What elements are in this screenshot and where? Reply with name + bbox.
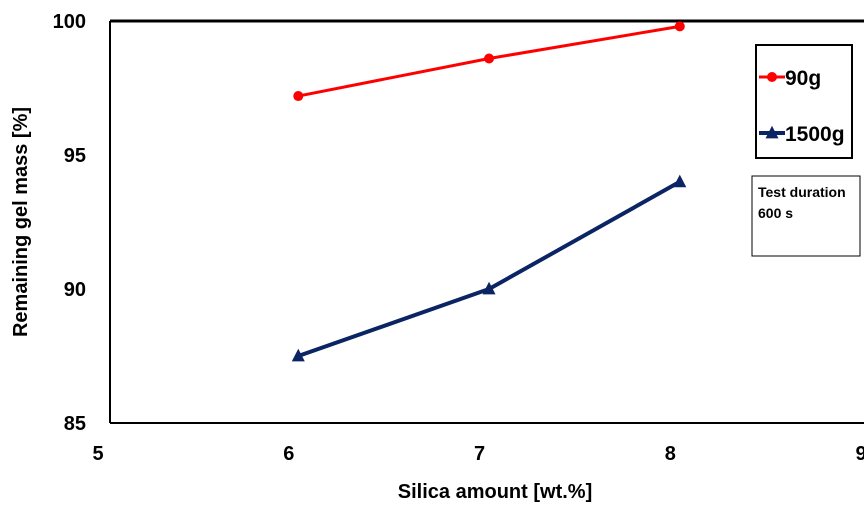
x-tick-label: 5 xyxy=(92,443,103,465)
y-tick-label: 95 xyxy=(64,145,86,167)
legend-marker xyxy=(765,125,779,139)
series-90g xyxy=(293,21,685,102)
x-axis-title: Silica amount [wt.%] xyxy=(398,481,592,503)
x-tick-label: 8 xyxy=(665,443,676,465)
data-point xyxy=(484,53,495,64)
note-line-1: Test duration xyxy=(758,184,846,200)
data-point xyxy=(674,21,685,32)
data-point xyxy=(673,174,687,188)
data-point xyxy=(291,348,305,362)
legend-box xyxy=(755,44,853,159)
y-tick-label: 100 xyxy=(53,11,86,33)
y-tick-label: 85 xyxy=(64,413,86,435)
legend-item: 1500g xyxy=(759,123,845,146)
data-point xyxy=(293,91,304,102)
legend-label: 90g xyxy=(785,67,821,90)
data-point xyxy=(482,281,496,295)
y-tick-labels: 85 90 95 100 xyxy=(53,11,86,435)
note-line-2: 600 s xyxy=(758,205,793,221)
y-axis-title: Remaining gel mass [%] xyxy=(10,107,32,337)
y-tick-label: 90 xyxy=(64,279,86,301)
plot-area xyxy=(109,19,864,424)
x-tick-label: 9 xyxy=(855,443,864,465)
x-tick-label: 6 xyxy=(283,443,294,465)
series-layer xyxy=(291,21,687,362)
series-line xyxy=(297,180,681,358)
x-tick-label: 7 xyxy=(474,443,485,465)
note-box xyxy=(751,175,861,257)
legend-marker xyxy=(767,72,777,82)
x-tick-labels: 5 6 7 8 9 xyxy=(92,443,864,465)
legend-item: 90g xyxy=(759,67,821,90)
series-1500g xyxy=(291,174,687,362)
legend-label: 1500g xyxy=(785,123,845,146)
legend-items: 90g 1500g xyxy=(759,67,845,146)
test-duration-note: Test duration 600 s xyxy=(751,175,861,257)
legend: 90g 1500g xyxy=(755,44,853,159)
